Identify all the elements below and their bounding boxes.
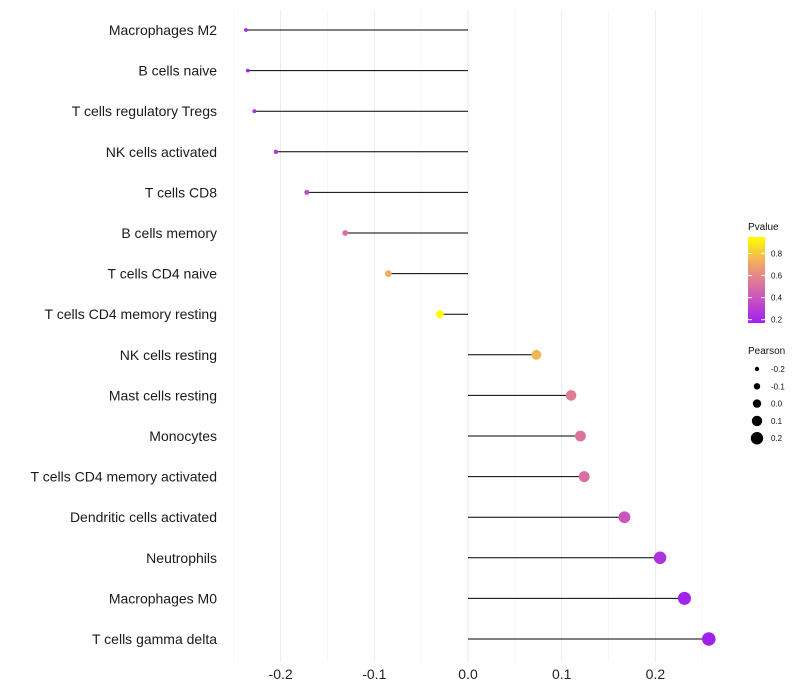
pearson-legend-title: Pearson [748,346,785,357]
lollipop-point [653,551,667,565]
category-label: T cells CD4 memory resting [45,306,217,322]
grid-lines [233,10,703,662]
lollipop-point [677,591,691,605]
category-label: Mast cells resting [109,387,217,403]
pvalue-color-legend: Pvalue 0.2 0.4 0.6 0.8 [748,222,783,325]
pearson-size-legend: Pearson -0.2 -0.1 0.0 0.1 0.2 [748,346,785,445]
lollipop-point [273,149,279,154]
category-label: B cells naive [138,63,217,79]
category-label: Monocytes [149,428,217,444]
x-tick-label: 0.1 [552,666,572,682]
lollipop-point [245,68,250,73]
lollipop-point [618,511,631,524]
pearson-legend-key [753,383,761,390]
lollipop-point [435,310,444,319]
x-tick-label: 0.0 [458,666,478,682]
category-label: T cells regulatory Tregs [72,103,217,119]
lollipop-point [702,632,716,646]
pearson-legend-label: 0.0 [771,400,783,409]
category-labels: Macrophages M2 B cells naive T cells regul… [31,22,218,647]
lollipop-stems [245,29,709,640]
category-label: T cells CD8 [145,184,217,200]
category-label: Macrophages M0 [109,590,217,606]
pvalue-legend-title: Pvalue [748,222,779,233]
lollipop-point [385,270,392,277]
lollipop-point [565,390,577,401]
x-tick-label: -0.2 [269,666,293,682]
lollipop-point [304,189,310,195]
category-label: B cells memory [121,225,217,241]
pearson-legend-label: -0.2 [771,365,785,374]
category-label: NK cells resting [120,347,217,363]
lollipop-point [342,230,349,236]
pearson-legend-key [752,399,762,408]
lollipop-point [531,349,542,360]
lollipop-point [244,28,248,32]
legends: Pvalue 0.2 0.4 0.6 0.8 Pearson -0.2 -0.1 0.0 0… [748,222,785,445]
category-label: T cells CD4 memory activated [31,469,217,485]
pearson-legend-label: 0.1 [771,417,783,426]
pearson-legend-key [754,366,760,372]
lollipop-point [252,109,257,114]
pearson-legend-key [751,415,763,427]
lollipop-point [575,430,586,442]
category-label: NK cells activated [106,144,217,160]
x-tick-label: 0.2 [646,666,666,682]
category-label: Macrophages M2 [109,22,217,38]
category-label: T cells CD4 naive [108,266,218,282]
pvalue-legend-tick-label: 0.2 [771,316,783,325]
category-label: T cells gamma delta [92,631,217,647]
pearson-legend-label: 0.2 [771,434,783,443]
category-label: Neutrophils [146,550,217,566]
lollipop-points [244,28,716,646]
pearson-legend-label: -0.1 [771,382,785,391]
pvalue-legend-tick-label: 0.4 [771,294,783,303]
x-axis-tick-labels: -0.2 -0.1 0.0 0.1 0.2 [269,666,666,682]
lollipop-point [578,471,590,483]
pvalue-color-bar [748,237,765,323]
x-tick-label: -0.1 [362,666,386,682]
pvalue-legend-tick-label: 0.8 [771,250,783,259]
pearson-legend-key [750,432,764,445]
category-label: Dendritic cells activated [70,509,217,525]
pvalue-legend-tick-label: 0.6 [771,272,783,281]
